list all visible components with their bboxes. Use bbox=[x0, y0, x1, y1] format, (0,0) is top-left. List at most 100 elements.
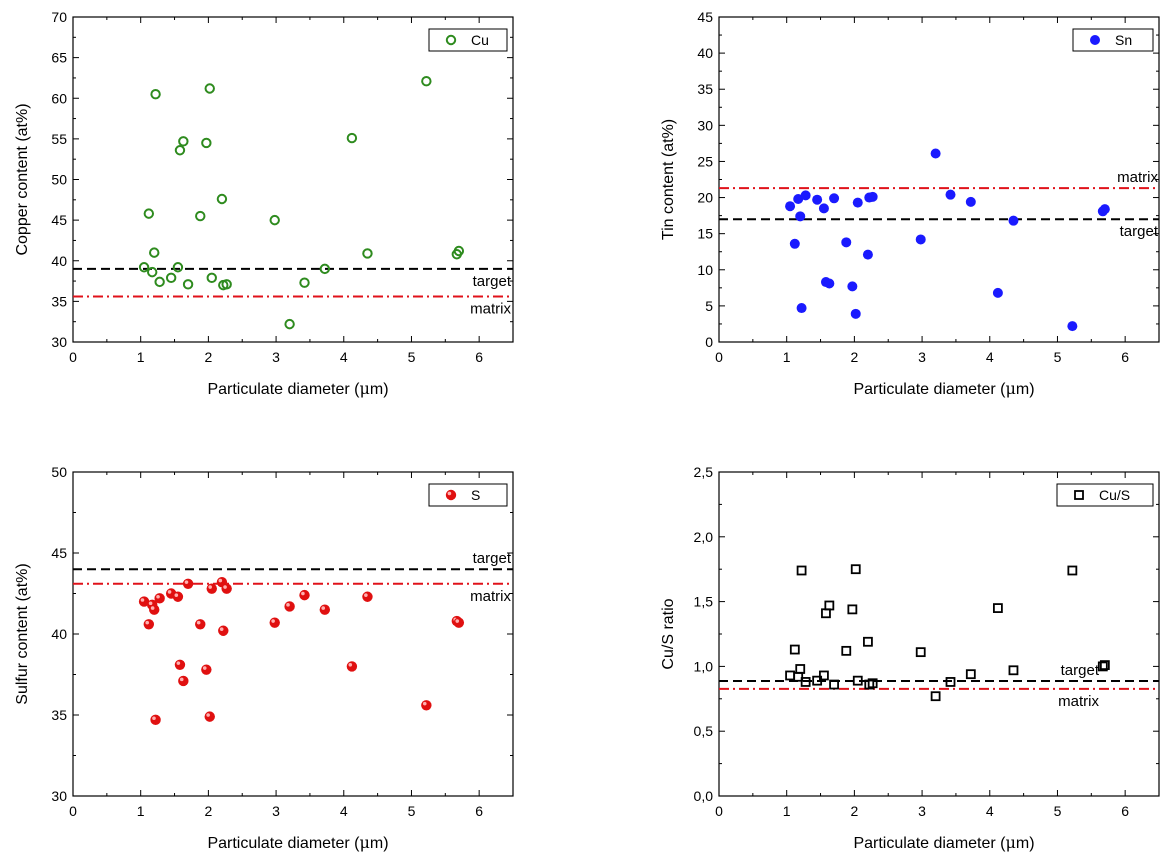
x-tick-label: 0 bbox=[69, 349, 77, 365]
x-axis-label: Particulate diameter (μm) bbox=[207, 833, 388, 852]
data-point-highlight bbox=[156, 594, 160, 599]
y-tick-label: 50 bbox=[51, 172, 67, 188]
data-point-highlight bbox=[176, 661, 181, 665]
y-tick-label: 2,5 bbox=[694, 464, 714, 480]
x-tick-label: 6 bbox=[1121, 803, 1129, 819]
x-tick-label: 4 bbox=[340, 803, 348, 819]
data-point bbox=[147, 266, 158, 278]
chart-panel-cus: 0,0 0,5 1,0 1,5 2,0 2,5 0 1 2 3 4 5 6 Particulate dia… bbox=[660, 464, 1160, 852]
y-tick-label: 45 bbox=[51, 212, 67, 228]
data-point bbox=[269, 617, 280, 628]
y-tick-label: 40 bbox=[697, 45, 713, 61]
data-point bbox=[821, 608, 831, 619]
data-point-highlight bbox=[150, 606, 155, 610]
data-point bbox=[819, 670, 829, 681]
data-point bbox=[789, 644, 800, 655]
data-point bbox=[945, 189, 956, 200]
data-point bbox=[785, 201, 796, 212]
data-point bbox=[867, 678, 878, 689]
data-point-highlight bbox=[148, 601, 153, 606]
data-point-highlight bbox=[174, 593, 179, 597]
x-tick-label: 1 bbox=[137, 803, 145, 819]
legend-marker-highlight bbox=[447, 491, 452, 496]
plot-frame bbox=[718, 471, 1160, 797]
y-tick-label: 65 bbox=[51, 50, 67, 66]
data-point bbox=[800, 190, 811, 201]
data-point bbox=[789, 238, 800, 249]
x-tick-label: 5 bbox=[1054, 349, 1062, 365]
data-point bbox=[915, 647, 926, 658]
data-point bbox=[178, 675, 189, 687]
data-point bbox=[216, 193, 228, 205]
y-tick-label: 2,0 bbox=[694, 529, 714, 545]
data-point bbox=[150, 714, 161, 726]
data-point bbox=[785, 670, 795, 681]
y-tick-label: 70 bbox=[51, 9, 67, 25]
plot-frame bbox=[72, 16, 514, 343]
data-point bbox=[174, 659, 186, 670]
legend-box bbox=[1056, 483, 1154, 507]
y-tick-label: 45 bbox=[51, 545, 67, 561]
y-tick-label: 10 bbox=[697, 262, 713, 278]
data-point-highlight bbox=[321, 606, 326, 610]
x-tick-label: 6 bbox=[1121, 349, 1129, 365]
x-axis-label: Particulate diameter (μm) bbox=[853, 833, 1034, 852]
data-point bbox=[795, 211, 806, 222]
data-point bbox=[862, 249, 873, 260]
y-tick-label: 1,5 bbox=[694, 594, 714, 610]
data-point bbox=[174, 145, 186, 156]
data-point bbox=[362, 591, 373, 602]
data-point bbox=[930, 691, 941, 702]
data-point bbox=[795, 664, 806, 674]
data-point-highlight bbox=[364, 593, 368, 597]
x-axis-label: Particulate diameter (μm) bbox=[207, 379, 388, 398]
x-tick-label: 4 bbox=[986, 349, 994, 365]
data-point bbox=[1008, 215, 1019, 226]
legend-box bbox=[428, 483, 508, 507]
ref-label-target: target bbox=[473, 273, 512, 290]
legend-label: Cu bbox=[471, 32, 489, 48]
data-point bbox=[796, 565, 807, 576]
y-tick-label: 30 bbox=[51, 334, 67, 350]
y-tick-label: 30 bbox=[697, 117, 713, 133]
plot-frame bbox=[72, 471, 514, 797]
data-point bbox=[1099, 204, 1110, 215]
data-point bbox=[1097, 661, 1108, 672]
plot-frame bbox=[718, 16, 1160, 343]
y-axis-label: Tin content (at%) bbox=[660, 119, 677, 240]
y-tick-label: 40 bbox=[51, 253, 67, 269]
data-point-highlight bbox=[167, 590, 172, 594]
data-point bbox=[818, 203, 829, 214]
data-point bbox=[154, 593, 165, 604]
x-tick-label: 2 bbox=[850, 803, 858, 819]
data-point bbox=[346, 132, 358, 144]
data-point bbox=[852, 675, 863, 686]
ref-label-matrix: matrix bbox=[1117, 169, 1158, 186]
x-tick-label: 2 bbox=[204, 803, 212, 819]
x-tick-label: 3 bbox=[272, 803, 280, 819]
x-tick-label: 5 bbox=[1054, 803, 1062, 819]
y-tick-label: 50 bbox=[51, 464, 67, 480]
data-point bbox=[1099, 660, 1110, 671]
data-point bbox=[1067, 565, 1078, 576]
data-point bbox=[841, 645, 852, 656]
data-point-highlight bbox=[202, 666, 207, 670]
data-point bbox=[172, 262, 184, 273]
data-point bbox=[221, 279, 232, 290]
data-point bbox=[204, 711, 215, 722]
x-tick-label: 0 bbox=[69, 803, 77, 819]
x-tick-label: 0 bbox=[715, 803, 723, 819]
ref-label-target: target bbox=[1120, 223, 1159, 240]
ref-label-matrix: matrix bbox=[1058, 693, 1099, 710]
legend-label: S bbox=[471, 487, 480, 503]
data-point-highlight bbox=[301, 591, 305, 596]
ref-label-matrix: matrix bbox=[470, 588, 511, 605]
data-point bbox=[850, 308, 861, 319]
y-tick-label: 25 bbox=[697, 153, 713, 169]
ref-label-target: target bbox=[473, 550, 512, 567]
data-point-highlight bbox=[208, 585, 212, 589]
data-point bbox=[346, 661, 358, 672]
ref-label-target: target bbox=[1061, 662, 1100, 679]
